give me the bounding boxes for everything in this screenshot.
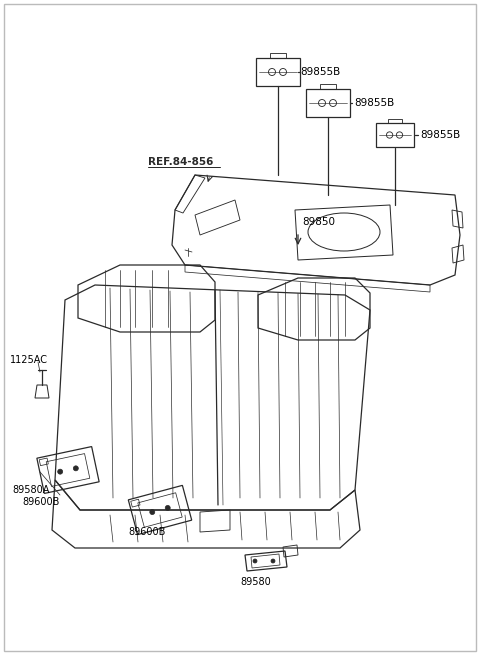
Text: 1125AC: 1125AC bbox=[10, 355, 48, 365]
Circle shape bbox=[253, 559, 257, 563]
Text: 89580: 89580 bbox=[240, 577, 271, 587]
Text: 89855B: 89855B bbox=[300, 67, 340, 77]
Text: 89855B: 89855B bbox=[420, 130, 460, 140]
Circle shape bbox=[165, 506, 170, 510]
Circle shape bbox=[150, 510, 155, 515]
Circle shape bbox=[73, 466, 78, 471]
Circle shape bbox=[58, 469, 63, 474]
Text: 89855B: 89855B bbox=[354, 98, 394, 108]
Text: 89600B: 89600B bbox=[22, 497, 60, 507]
Text: 89580A: 89580A bbox=[12, 485, 49, 495]
Circle shape bbox=[271, 559, 275, 563]
Text: REF.84-856: REF.84-856 bbox=[148, 157, 214, 167]
Text: 89850: 89850 bbox=[302, 217, 335, 227]
Text: 89600B: 89600B bbox=[128, 527, 166, 537]
